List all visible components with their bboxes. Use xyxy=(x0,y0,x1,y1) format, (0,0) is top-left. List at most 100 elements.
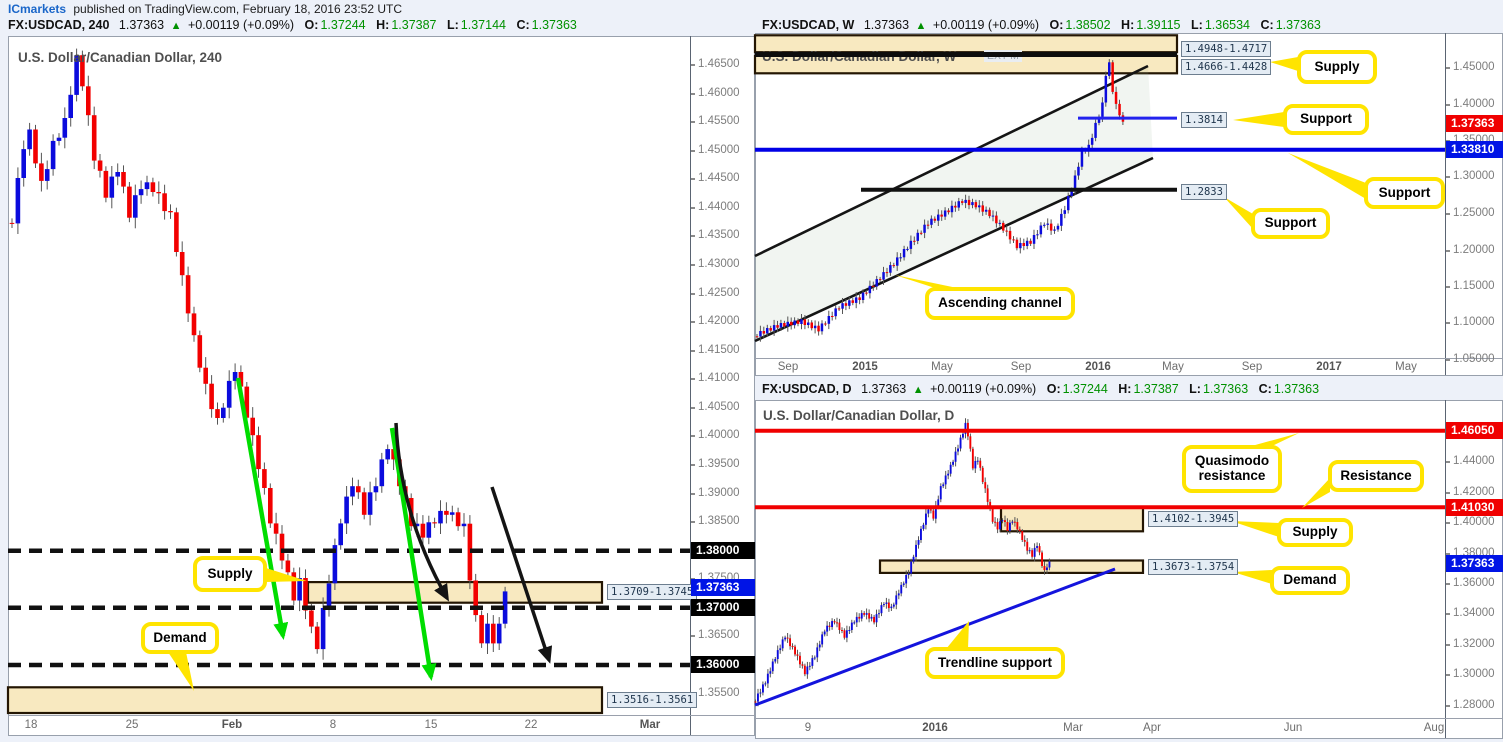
candle xyxy=(754,701,757,703)
y-axis-tick: 1.45000 xyxy=(698,144,740,156)
candle xyxy=(1033,547,1036,557)
candle xyxy=(1077,166,1080,176)
candle xyxy=(961,201,964,203)
candle xyxy=(68,94,73,118)
callout-support[interactable]: Support xyxy=(1251,208,1330,239)
callout-pointer xyxy=(168,652,194,691)
callout-trendline-support[interactable]: Trendline support xyxy=(925,647,1065,679)
candle xyxy=(882,272,885,280)
demand-zone[interactable] xyxy=(878,559,1145,574)
candle xyxy=(232,372,238,381)
channel-upper-line[interactable] xyxy=(754,64,1149,258)
momentum-arrow[interactable] xyxy=(389,427,437,681)
icmarkets-brand-link[interactable]: ICmarkets xyxy=(8,2,67,16)
candle xyxy=(994,521,996,523)
candle xyxy=(848,300,851,306)
y-axis-tick-mark xyxy=(1446,213,1450,215)
callout-supply[interactable]: Supply xyxy=(193,556,267,592)
candle xyxy=(818,644,821,648)
callout-demand[interactable]: Demand xyxy=(141,622,219,654)
low-value: 1.37363 xyxy=(1202,382,1249,396)
callout-resistance[interactable]: Resistance xyxy=(1328,460,1424,492)
time-axis-border-weekly xyxy=(755,358,1503,359)
candle xyxy=(919,232,923,234)
candle xyxy=(250,417,255,436)
candle xyxy=(776,325,779,328)
price-tag-1.38000: 1.38000 xyxy=(691,542,755,559)
high-label: H: xyxy=(376,18,390,32)
callout-support[interactable]: Support xyxy=(1283,104,1369,135)
callout-supply[interactable]: Supply xyxy=(1297,50,1377,84)
candle xyxy=(256,435,261,470)
y-axis-tick-mark xyxy=(1446,322,1450,324)
callout-demand[interactable]: Demand xyxy=(1270,566,1350,595)
x-axis-label: Mar xyxy=(639,719,661,731)
x-axis-label: 22 xyxy=(524,719,538,731)
y-axis-tick-mark xyxy=(691,521,695,523)
candle xyxy=(858,297,861,300)
price-tag-1.41030: 1.41030 xyxy=(1446,499,1503,516)
candle xyxy=(939,486,942,500)
candle xyxy=(91,115,97,161)
zone-range-label: 1.3673-1.3754 xyxy=(1148,558,1239,575)
demand-zone[interactable] xyxy=(6,686,604,715)
candle xyxy=(1023,540,1026,542)
candle xyxy=(764,683,767,685)
symbol-name[interactable]: FX:USDCAD, D xyxy=(762,382,852,396)
candle xyxy=(806,666,809,675)
callout-ascending-channel[interactable]: Ascending channel xyxy=(925,287,1075,320)
symbol-name[interactable]: FX:USDCAD, 240 xyxy=(8,18,110,32)
supply-zone[interactable] xyxy=(999,506,1145,533)
candle xyxy=(932,510,935,519)
candle xyxy=(962,433,964,438)
candle xyxy=(1046,223,1049,225)
candle xyxy=(892,265,895,267)
candle xyxy=(769,671,772,674)
momentum-arrow[interactable] xyxy=(235,377,289,640)
callout-pointer xyxy=(1233,570,1272,584)
candle xyxy=(373,486,379,493)
y-axis-tick-mark xyxy=(691,464,695,466)
y-axis-tick: 1.42000 xyxy=(1453,486,1495,498)
candle xyxy=(957,201,960,208)
y-axis-tick-mark xyxy=(1446,705,1450,707)
candle xyxy=(127,186,132,218)
candle xyxy=(27,129,32,150)
candle xyxy=(929,509,932,511)
callout-pointer xyxy=(1288,153,1366,199)
candle xyxy=(981,205,984,212)
candle xyxy=(1006,522,1009,531)
candle xyxy=(191,313,197,336)
projection-arrow[interactable] xyxy=(394,422,449,602)
candle xyxy=(889,265,892,273)
y-axis-tick: 1.39000 xyxy=(698,487,740,499)
callout-quasimodo-resistance[interactable]: Quasimodo resistance xyxy=(1182,445,1282,493)
callout-support[interactable]: Support xyxy=(1364,177,1445,209)
callout-supply[interactable]: Supply xyxy=(1277,518,1353,547)
candle xyxy=(910,561,913,574)
candle xyxy=(1005,230,1008,232)
candle xyxy=(86,86,91,116)
last-price: 1.37363 xyxy=(861,382,907,396)
candle xyxy=(1039,225,1043,235)
candle xyxy=(906,248,909,250)
projection-arrow[interactable] xyxy=(490,486,553,664)
y-axis-tick: 1.40000 xyxy=(698,429,740,441)
trendline-support[interactable] xyxy=(754,567,1116,707)
y-axis-tick: 1.39500 xyxy=(698,458,740,470)
supply-zone[interactable] xyxy=(306,580,604,604)
candle xyxy=(930,218,933,225)
y-axis-tick-mark xyxy=(1446,583,1450,585)
candle xyxy=(913,240,916,242)
price-tag-1.46050: 1.46050 xyxy=(1446,422,1503,439)
candle xyxy=(361,492,367,515)
candle xyxy=(979,460,982,468)
candle xyxy=(1015,239,1019,249)
candle xyxy=(813,657,816,659)
candle xyxy=(467,523,473,581)
candle xyxy=(899,257,902,259)
chart-panel-240[interactable] xyxy=(8,36,755,736)
symbol-name[interactable]: FX:USDCAD, W xyxy=(762,18,855,32)
candle xyxy=(851,300,854,303)
